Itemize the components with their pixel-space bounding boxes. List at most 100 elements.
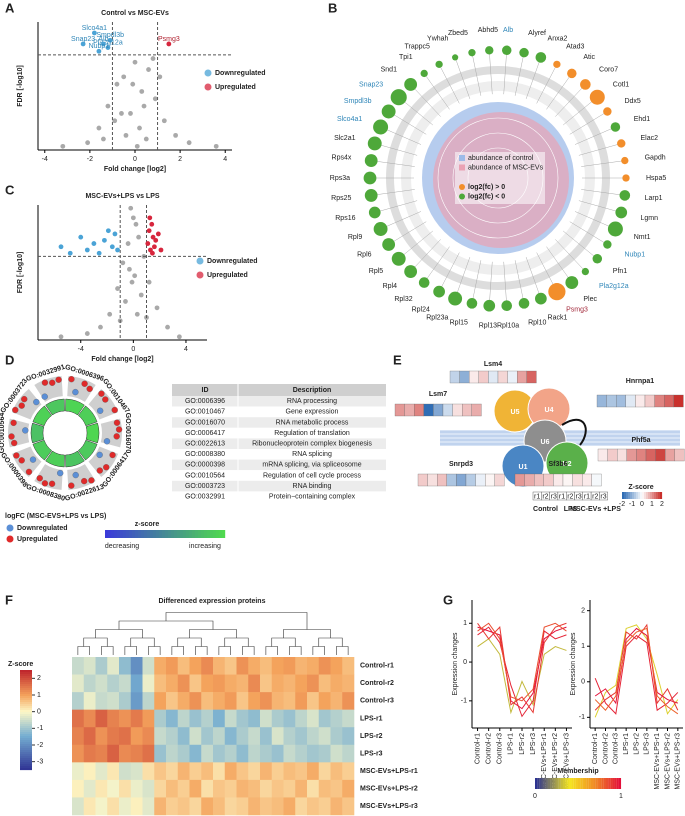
gene-dot <box>88 477 95 484</box>
heat-cell <box>248 657 261 675</box>
replicate-label: r1 <box>559 493 565 500</box>
gradient-step <box>652 492 655 499</box>
heat-cell <box>83 797 96 816</box>
x-tick-label: -4 <box>42 156 48 163</box>
sector-bg <box>34 464 63 490</box>
point <box>101 136 106 142</box>
heat-cell <box>201 744 214 763</box>
heat-cell <box>330 797 343 816</box>
replicate-label: r3 <box>551 493 557 500</box>
heat-cell <box>154 727 167 746</box>
heat-cell <box>189 657 202 675</box>
heat-cell <box>130 727 143 746</box>
gradient-step <box>20 710 32 713</box>
protein-label: Lsm4 <box>484 361 502 368</box>
heat-cell <box>201 779 214 798</box>
point <box>67 250 73 256</box>
gradient-step <box>195 530 199 538</box>
point <box>123 132 129 138</box>
point <box>157 74 163 80</box>
spoke <box>569 221 606 244</box>
spoke <box>563 230 596 258</box>
heat-cell <box>236 657 249 675</box>
gene-dot <box>49 379 56 386</box>
gradient-step <box>20 712 32 715</box>
heat-cell <box>459 370 470 384</box>
gene-dot <box>619 190 631 201</box>
gradient-step <box>20 730 32 733</box>
gene-label: Rpl5 <box>369 268 384 275</box>
heat-cell <box>107 762 120 781</box>
heat-cell <box>83 692 96 710</box>
gradient-step <box>634 492 637 499</box>
point <box>85 140 91 146</box>
gene-dot <box>103 438 111 445</box>
heat-cell <box>213 779 226 798</box>
point <box>146 67 151 72</box>
heat-cell <box>342 762 355 781</box>
heat-cell <box>330 674 343 693</box>
colorbar-tick-label: -2 <box>37 742 43 749</box>
dendrogram <box>318 637 343 647</box>
zscore-bar <box>30 422 45 444</box>
zscore-bar <box>77 439 98 461</box>
dendrogram <box>265 646 278 655</box>
point <box>80 41 86 47</box>
heat-cell <box>307 762 320 781</box>
group-label: Control <box>533 506 558 513</box>
gradient-step <box>20 696 32 699</box>
gene-dot <box>610 122 621 132</box>
heat-cell <box>95 797 108 816</box>
zscore-bar <box>77 405 98 427</box>
y-tick-label: -1 <box>579 714 585 721</box>
protein-label: Sf3b6 <box>548 461 567 468</box>
heat-cell <box>644 394 655 408</box>
cluster-line <box>477 638 567 715</box>
point <box>91 241 97 246</box>
heat-cell <box>636 448 647 462</box>
heat-cell <box>201 762 214 781</box>
gradient-step <box>201 530 205 538</box>
heat-cell <box>201 674 214 693</box>
gradient-step <box>595 778 598 789</box>
heat-cell <box>283 709 296 728</box>
heat-cell <box>295 727 308 746</box>
gene-label: Rpl23a <box>426 314 448 321</box>
gradient-step <box>126 530 130 538</box>
spoke <box>439 252 460 290</box>
heat-cell <box>248 744 261 763</box>
point <box>147 215 153 221</box>
gradient-step <box>654 492 657 499</box>
gradient-step <box>147 530 151 538</box>
x-tick-label: 4 <box>223 156 227 163</box>
go-id: GO:0010467 <box>185 409 225 416</box>
go-description: mRNA splicing, via spliceosome <box>262 462 361 469</box>
legend-label: log2(fc) < 0 <box>468 193 505 200</box>
gene-dot <box>12 406 19 414</box>
gradient-step <box>20 680 32 683</box>
cluster-line <box>477 626 567 718</box>
y-axis-label: FDR [-log10] <box>17 65 24 107</box>
point <box>84 331 90 336</box>
heat-cell <box>95 657 108 675</box>
point <box>105 45 111 50</box>
gene-dot <box>567 68 577 79</box>
legend-label: log2(fc) > 0 <box>468 184 505 191</box>
point <box>151 244 157 250</box>
gene-label: Ddx5 <box>624 98 640 105</box>
point <box>138 292 144 298</box>
heat-cell <box>449 370 460 384</box>
spoke <box>411 239 441 271</box>
gradient-step <box>616 778 619 789</box>
point <box>109 244 115 250</box>
table-row <box>172 406 386 418</box>
go-id: GO:0010564 <box>185 472 225 479</box>
heat-cell <box>674 448 685 462</box>
gene-label: Slco4a1 <box>337 116 362 123</box>
heat-cell <box>283 727 296 746</box>
gene-dot <box>518 298 530 309</box>
heat-cell <box>295 797 308 816</box>
gene-dot <box>18 402 25 409</box>
gene-dot <box>565 276 579 289</box>
row-label: MSC-EVs+LPS-r2 <box>360 786 418 793</box>
